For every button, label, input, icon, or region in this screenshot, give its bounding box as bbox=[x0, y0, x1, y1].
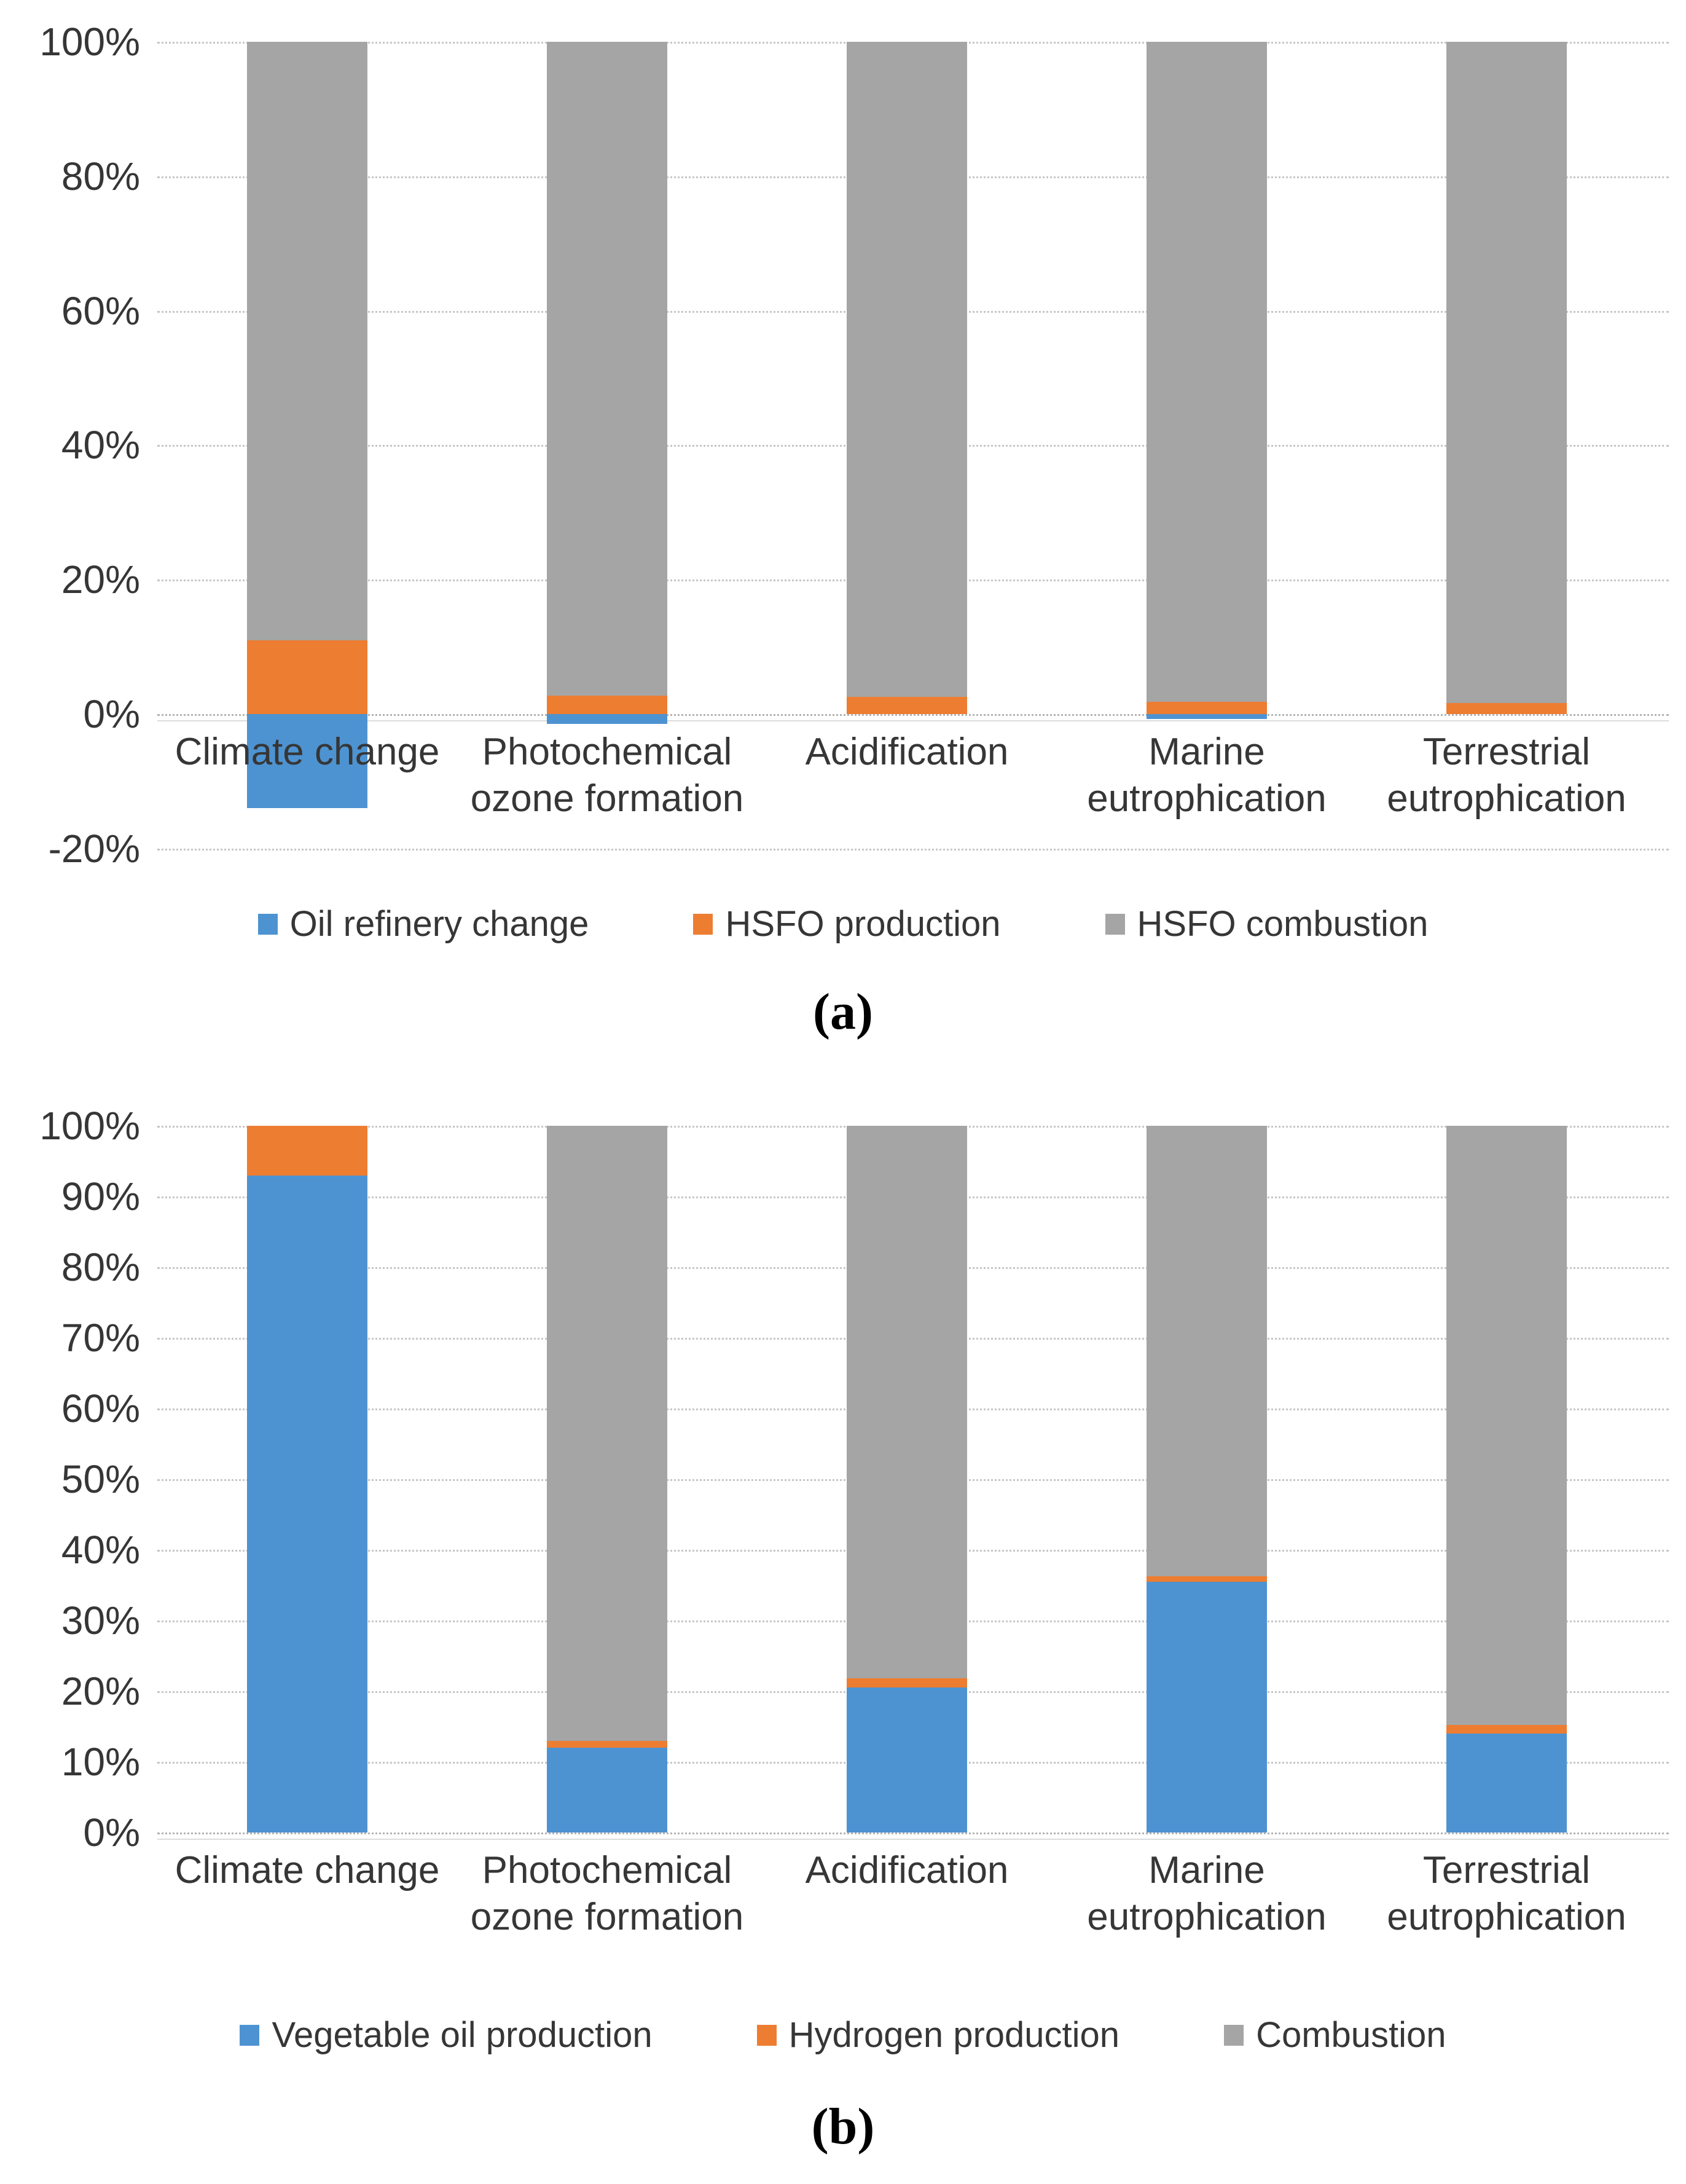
category-label: Photochemical ozone formation bbox=[470, 1849, 744, 1938]
y-axis-tick-label: 50% bbox=[61, 1457, 140, 1501]
y-axis-tick-label: 80% bbox=[61, 1245, 140, 1289]
y-axis-tick-label: 100% bbox=[39, 20, 140, 64]
y-axis-tick-label: 70% bbox=[61, 1316, 140, 1360]
bar-segment-hydrogen-production bbox=[1147, 1576, 1267, 1582]
legend-swatch-icon bbox=[240, 2024, 260, 2046]
bar-segment-oil-refinery-change bbox=[547, 714, 667, 725]
bar-segment-hsfo-combustion bbox=[1147, 42, 1267, 702]
legend-label: HSFO production bbox=[725, 904, 1001, 944]
caption-a: (a) bbox=[813, 983, 873, 1040]
legend-label: Vegetable oil production bbox=[272, 2015, 653, 2055]
bar-segment-vegetable-oil-production bbox=[847, 1687, 967, 1832]
bar-segment-combustion bbox=[847, 1126, 967, 1679]
category-label: Terrestrial eutrophication bbox=[1387, 731, 1626, 820]
y-axis-tick-label: 20% bbox=[61, 557, 140, 602]
y-axis-tick-label: 60% bbox=[61, 1386, 140, 1431]
bar-segment-oil-refinery-change bbox=[247, 714, 367, 809]
legend-swatch-icon bbox=[1224, 2024, 1244, 2046]
bar-segment-vegetable-oil-production bbox=[247, 1175, 367, 1832]
gridline bbox=[157, 848, 1669, 850]
legend-item-oil-refinery-change: Oil refinery change bbox=[257, 903, 589, 945]
bar-segment-hydrogen-production bbox=[547, 1740, 667, 1748]
y-axis-tick-label: -20% bbox=[48, 826, 140, 871]
gridline bbox=[157, 714, 1669, 716]
legend-item-combustion: Combustion bbox=[1224, 2014, 1446, 2056]
y-axis-tick-label: 80% bbox=[61, 154, 140, 198]
bar-segment-combustion bbox=[1446, 1126, 1567, 1726]
y-axis-tick-label: 90% bbox=[61, 1174, 140, 1219]
legend-item-hydrogen-production: Hydrogen production bbox=[756, 2014, 1120, 2056]
legend-label: HSFO combustion bbox=[1137, 904, 1429, 944]
bar-segment-hsfo-combustion bbox=[1446, 42, 1567, 704]
bar-segment-hsfo-combustion bbox=[247, 42, 367, 640]
bar-segment-hydrogen-production bbox=[1446, 1725, 1567, 1734]
bar-segment-hydrogen-production bbox=[847, 1678, 967, 1688]
bar-segment-hsfo-production bbox=[1147, 702, 1267, 714]
y-axis-tick-label: 60% bbox=[61, 288, 140, 333]
category-label: Photochemical ozone formation bbox=[470, 731, 744, 820]
y-axis-tick-label: 40% bbox=[61, 1528, 140, 1572]
bar-segment-hsfo-combustion bbox=[847, 42, 967, 697]
bar-segment-combustion bbox=[547, 1126, 667, 1741]
category-label: Terrestrial eutrophication bbox=[1387, 1849, 1626, 1938]
y-axis-tick-label: 10% bbox=[61, 1740, 140, 1784]
legend: Vegetable oil production Hydrogen product… bbox=[0, 2014, 1686, 2056]
bar-segment-vegetable-oil-production bbox=[1147, 1581, 1267, 1832]
category-axis-line bbox=[157, 1839, 1669, 1840]
y-axis-tick-label: 30% bbox=[61, 1598, 140, 1643]
legend: Oil refinery change HSFO production HSFO c… bbox=[0, 903, 1686, 945]
bar-segment-hsfo-combustion bbox=[547, 42, 667, 696]
bar-segment-hydrogen-production bbox=[247, 1126, 367, 1176]
y-axis-tick-label: 0% bbox=[83, 1810, 141, 1855]
legend-swatch-icon bbox=[693, 913, 713, 935]
category-label: Marine eutrophication bbox=[1087, 1849, 1327, 1938]
category-label: Acidification bbox=[805, 1849, 1009, 1891]
legend-item-vegetable-oil-production: Vegetable oil production bbox=[240, 2014, 653, 2056]
category-label: Marine eutrophication bbox=[1087, 731, 1327, 820]
y-axis-tick-label: 40% bbox=[61, 423, 140, 468]
y-axis-tick-label: 100% bbox=[39, 1104, 140, 1148]
bar-segment-vegetable-oil-production bbox=[547, 1748, 667, 1832]
legend-label: Oil refinery change bbox=[289, 904, 589, 944]
legend-item-hsfo-production: HSFO production bbox=[693, 903, 1001, 945]
caption-b: (b) bbox=[811, 2098, 875, 2155]
bar-segment-hsfo-production bbox=[547, 696, 667, 714]
legend-swatch-icon bbox=[257, 913, 278, 935]
legend-item-hsfo-combustion: HSFO combustion bbox=[1105, 903, 1429, 945]
bar-segment-combustion bbox=[1147, 1126, 1267, 1576]
y-axis-tick-label: 0% bbox=[83, 692, 141, 736]
legend-label: Combustion bbox=[1256, 2015, 1446, 2055]
legend-label: Hydrogen production bbox=[788, 2015, 1120, 2055]
category-label: Acidification bbox=[805, 731, 1009, 773]
bar-segment-hsfo-production bbox=[247, 640, 367, 714]
gridline bbox=[157, 1832, 1669, 1834]
bar-segment-oil-refinery-change bbox=[1147, 714, 1267, 719]
y-axis-tick-label: 20% bbox=[61, 1669, 140, 1713]
bar-segment-vegetable-oil-production bbox=[1446, 1734, 1567, 1832]
bar-segment-hsfo-production bbox=[847, 696, 967, 714]
bar-segment-hsfo-production bbox=[1446, 703, 1567, 714]
category-axis-line bbox=[157, 720, 1669, 721]
legend-swatch-icon bbox=[756, 2024, 777, 2046]
category-label: Climate change bbox=[174, 731, 440, 773]
category-label: Climate change bbox=[174, 1849, 440, 1891]
legend-swatch-icon bbox=[1105, 913, 1125, 935]
